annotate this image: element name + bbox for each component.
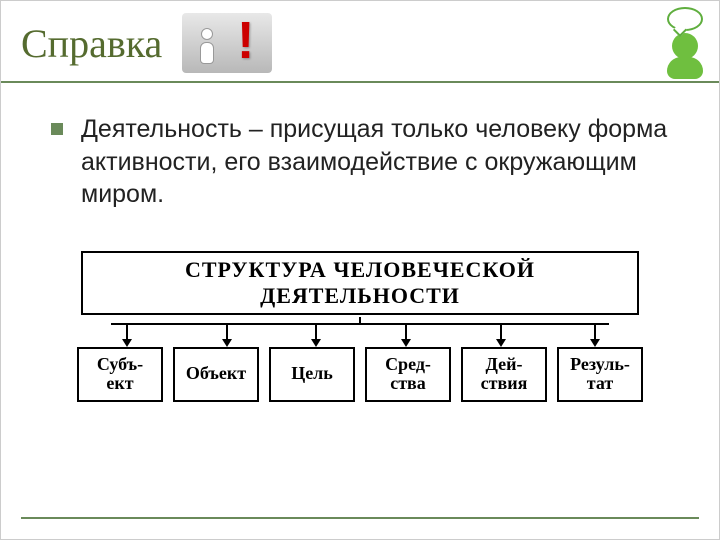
structure-diagram: СТРУКТУРА ЧЕЛОВЕЧЕСКОЙ ДЕЯТЕЛЬНОСТИ Субъ… (71, 251, 649, 403)
definition-text: Деятельность – присущая только человеку … (81, 113, 669, 211)
bullet-item: Деятельность – присущая только человеку … (51, 113, 669, 211)
bullet-square-icon (51, 123, 63, 135)
exclamation-mark-icon: ! (237, 15, 254, 67)
green-person-speech-icon (667, 7, 703, 79)
diagram-nodes-row: Субъ- ектОбъектЦельСред- стваДей- ствияР… (77, 347, 643, 403)
diagram-header: СТРУКТУРА ЧЕЛОВЕЧЕСКОЙ ДЕЯТЕЛЬНОСТИ (81, 251, 639, 315)
diagram-connectors (81, 317, 639, 347)
diagram-node: Цель (269, 347, 355, 403)
diagram-node: Объект (173, 347, 259, 403)
page-title: Справка (21, 20, 162, 67)
diagram-node: Сред- ства (365, 347, 451, 403)
exclamation-figure-icon: ! (182, 13, 272, 73)
person-icon (197, 28, 217, 68)
diagram-node: Дей- ствия (461, 347, 547, 403)
diagram-node: Субъ- ект (77, 347, 163, 403)
body-content: Деятельность – присущая только человеку … (1, 83, 719, 402)
diagram-node: Резуль- тат (557, 347, 643, 403)
title-bar: Справка ! (1, 1, 719, 83)
footer-rule (21, 517, 699, 519)
speech-bubble-icon (667, 7, 703, 31)
